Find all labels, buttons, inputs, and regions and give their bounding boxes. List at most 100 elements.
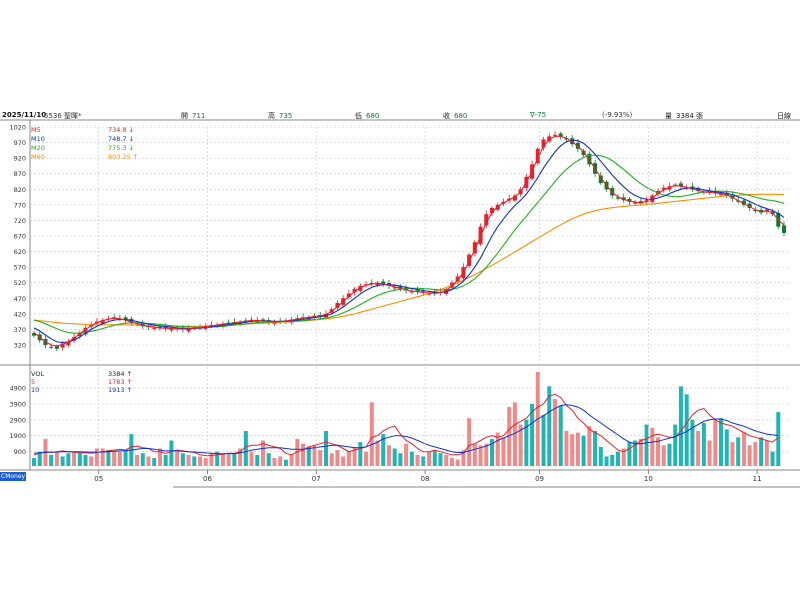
- candle-body: [83, 327, 88, 335]
- volume-bar: [610, 454, 615, 466]
- price-legend-value: 748.7 ↓: [108, 135, 134, 143]
- volume-bar: [220, 453, 225, 466]
- volume-bar: [461, 450, 466, 466]
- volume-bar: [736, 437, 741, 466]
- volume-bar: [112, 451, 117, 466]
- candle-body: [54, 346, 59, 349]
- volume-bar: [117, 451, 122, 466]
- low-price: 低 680: [355, 111, 379, 121]
- price-tick-label: 320: [14, 342, 26, 350]
- volume-bar: [49, 454, 54, 466]
- change-value: ∇-75: [530, 111, 547, 119]
- volume-bar: [198, 456, 203, 466]
- candle-body: [558, 133, 563, 137]
- volume-bar: [163, 454, 168, 466]
- volume-bar: [232, 453, 237, 466]
- volume-bar: [701, 422, 706, 466]
- close-label: 收: [443, 112, 450, 120]
- x-tick-label: 05: [94, 475, 103, 483]
- volume-ma5-line: [33, 393, 779, 457]
- high-price: 高 735: [268, 111, 292, 121]
- volume-bar: [180, 453, 185, 466]
- volume-bar: [427, 451, 432, 466]
- volume-bar: [37, 451, 42, 466]
- candle-body: [547, 136, 552, 142]
- candle-body: [427, 293, 432, 295]
- volume-bar: [66, 453, 71, 466]
- period-selector[interactable]: 日線: [777, 112, 791, 120]
- open-value: 711: [192, 112, 206, 120]
- price-tick-label: 470: [14, 295, 26, 303]
- volume-bar: [358, 442, 363, 466]
- volume-bar: [306, 446, 311, 466]
- candle-body: [100, 320, 105, 324]
- price-tick-label: 620: [14, 248, 26, 256]
- candle-body: [541, 139, 546, 148]
- candle-body: [66, 341, 71, 346]
- volume-bar: [478, 445, 483, 466]
- volume-bar: [570, 434, 575, 466]
- candle-body: [570, 138, 575, 145]
- volume-bar: [564, 430, 569, 466]
- volume-bar: [323, 430, 328, 466]
- volume-bar: [707, 440, 712, 466]
- candle-body: [753, 209, 758, 212]
- volume-bar: [335, 450, 340, 466]
- volume-bar: [719, 418, 724, 466]
- price-tick-label: 420: [14, 310, 26, 318]
- volume-ma10-line: [33, 404, 779, 455]
- candle-body: [490, 207, 495, 213]
- candle-body: [346, 293, 351, 298]
- candle-body: [123, 317, 128, 321]
- volume-bar: [386, 445, 391, 466]
- x-tick-label: 11: [753, 475, 762, 483]
- price-tick-label: 970: [14, 139, 26, 147]
- candle-body: [598, 175, 603, 184]
- volume-bar: [547, 386, 552, 466]
- volume-bar: [421, 456, 426, 466]
- volume-bar: [524, 419, 529, 466]
- volume-bar: [507, 407, 512, 466]
- volume-bar: [83, 454, 88, 466]
- price-change: ∇-75: [530, 111, 546, 119]
- volume-bar: [318, 450, 323, 466]
- volume-bar: [346, 451, 351, 466]
- volume-bar: [106, 450, 111, 466]
- volume-bar: [472, 443, 477, 466]
- volume-bar: [776, 412, 781, 466]
- candle-body: [661, 187, 666, 190]
- candle-body: [615, 197, 620, 199]
- volume-bar: [175, 451, 180, 466]
- candle-body: [535, 148, 540, 164]
- candle-body: [72, 337, 77, 341]
- price-legend-name: M20: [31, 144, 45, 152]
- candle-body: [719, 193, 724, 195]
- candle-body: [60, 343, 65, 348]
- price-legend-name: M5: [31, 126, 41, 134]
- candle-body: [678, 183, 683, 187]
- volume-bar: [759, 437, 764, 466]
- price-tick-label: 920: [14, 155, 26, 163]
- price-legend-value: 775.3 ↓: [108, 144, 134, 152]
- volume-bar: [684, 394, 689, 466]
- price-tick-label: 820: [14, 186, 26, 194]
- candle-body: [781, 225, 787, 233]
- brand-tag: CMoney: [0, 472, 27, 481]
- volume-bar: [89, 456, 94, 466]
- volume-bar: [512, 402, 517, 466]
- volume-bar: [295, 438, 300, 466]
- volume-bar: [661, 445, 666, 466]
- candle-body: [255, 320, 260, 322]
- volume-bar: [673, 424, 678, 466]
- candle-body: [415, 290, 420, 293]
- volume-bar: [261, 440, 266, 466]
- price-legend-name: M10: [31, 135, 45, 143]
- volume-bar: [301, 443, 306, 466]
- volume-bar: [409, 451, 414, 466]
- candle-body: [747, 203, 752, 208]
- volume-bar: [593, 430, 598, 466]
- candle-body: [472, 242, 477, 254]
- volume-bar: [696, 430, 701, 466]
- ma20-line: [33, 154, 785, 334]
